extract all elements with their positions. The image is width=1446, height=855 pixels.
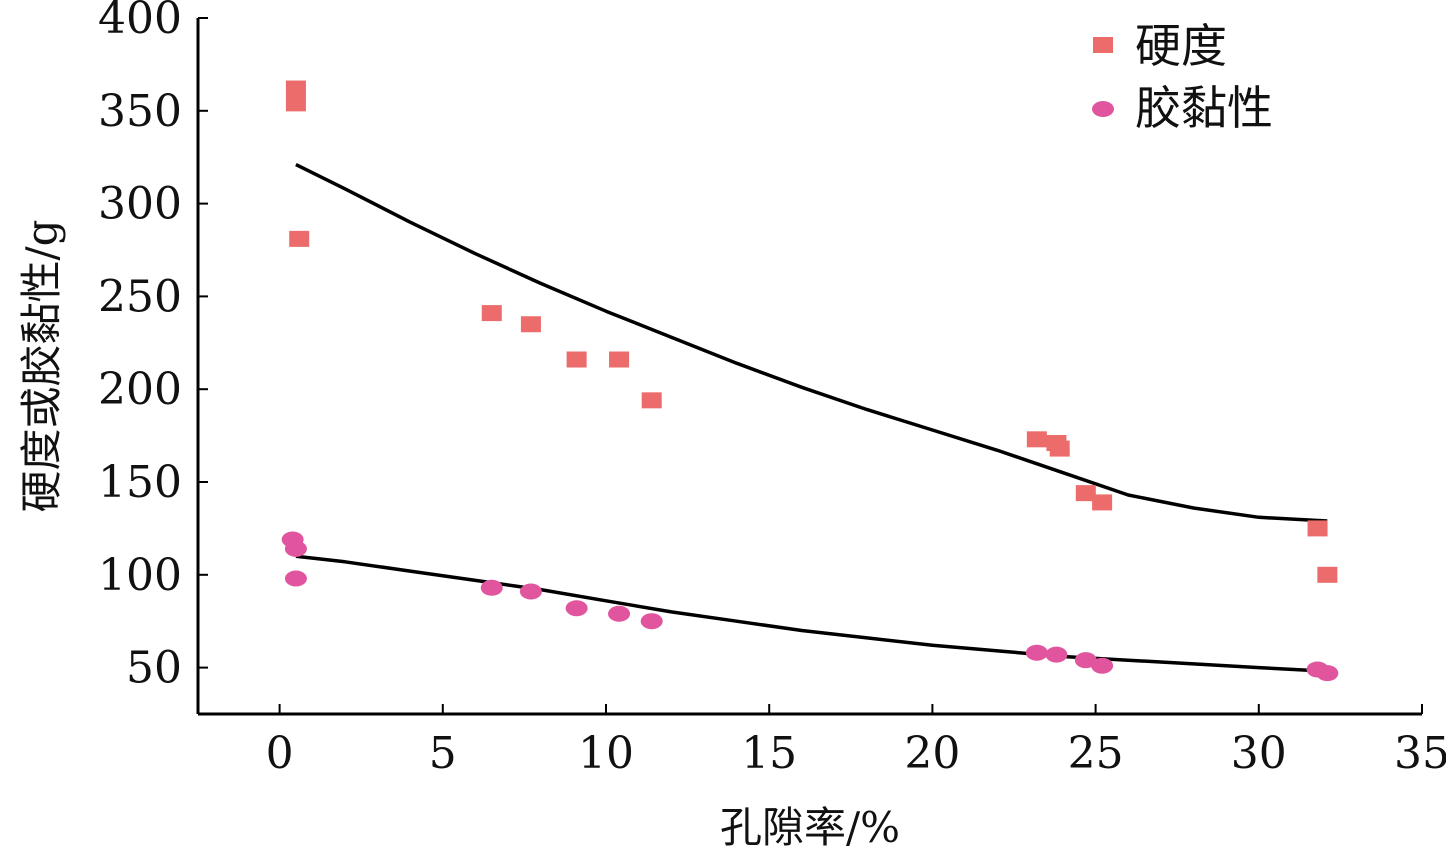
hardness-point xyxy=(289,230,310,247)
hardness-point xyxy=(1092,494,1113,511)
hardness-point xyxy=(609,351,630,368)
hardness-point xyxy=(641,392,662,409)
data-points xyxy=(281,80,1339,682)
hardness-point xyxy=(1317,566,1338,583)
adhesiveness-point xyxy=(1074,652,1097,669)
x-tick-label: 25 xyxy=(1068,728,1124,779)
y-ticks: 50 100 150 200 250 300 350 400 xyxy=(98,0,208,694)
hardness-point xyxy=(285,80,306,97)
hardness-fit-curve xyxy=(295,163,1328,523)
y-tick-label: 250 xyxy=(98,271,182,322)
legend: 硬度 胶黏性 xyxy=(1092,19,1273,135)
y-tick-label: 100 xyxy=(98,550,182,601)
hardness-point xyxy=(520,316,541,333)
hardness-point xyxy=(1307,520,1328,537)
adhesiveness-point xyxy=(1316,665,1339,682)
hardness-point xyxy=(1049,440,1070,457)
hardness-point xyxy=(481,305,502,322)
x-tick-label: 30 xyxy=(1231,728,1287,779)
adhesiveness-point xyxy=(565,600,588,617)
legend-marker-adhesiveness xyxy=(1092,101,1114,117)
x-tick-label: 20 xyxy=(904,728,960,779)
x-tick-label: 5 xyxy=(429,728,457,779)
adhesiveness-point xyxy=(1045,646,1068,663)
x-tick-label: 35 xyxy=(1394,728,1446,779)
adhesiveness-point xyxy=(284,570,307,587)
adhesiveness-point xyxy=(1091,657,1114,674)
x-ticks: 0 5 10 15 20 25 30 35 xyxy=(266,704,1446,779)
y-tick-label: 200 xyxy=(98,364,182,415)
adhesiveness-point xyxy=(640,613,663,630)
y-axis-title: 硬度或胶黏性/g xyxy=(17,219,66,512)
adhesiveness-point xyxy=(480,579,503,596)
x-tick-label: 0 xyxy=(266,728,294,779)
x-tick-label: 10 xyxy=(578,728,634,779)
adhesiveness-point xyxy=(608,605,631,622)
adhesiveness-point xyxy=(284,540,307,557)
hardness-point xyxy=(566,351,587,368)
adhesiveness-fit-curve xyxy=(295,554,1328,674)
fit-curves xyxy=(295,163,1328,674)
y-tick-label: 300 xyxy=(98,179,182,230)
x-axis-title: 孔隙率/% xyxy=(720,803,900,852)
x-tick-label: 15 xyxy=(741,728,797,779)
legend-label-hardness: 硬度 xyxy=(1135,19,1227,73)
hardness-point xyxy=(1026,431,1047,448)
hardness-point xyxy=(1075,485,1096,502)
y-tick-label: 150 xyxy=(98,457,182,508)
adhesiveness-point xyxy=(1025,644,1048,661)
y-tick-label: 50 xyxy=(126,643,182,694)
y-tick-label: 350 xyxy=(98,86,182,137)
legend-marker-hardness xyxy=(1093,37,1113,53)
legend-label-adhesiveness: 胶黏性 xyxy=(1135,81,1273,135)
adhesiveness-point xyxy=(519,583,542,600)
hardness-point xyxy=(285,95,306,112)
y-tick-label: 400 xyxy=(98,0,182,44)
